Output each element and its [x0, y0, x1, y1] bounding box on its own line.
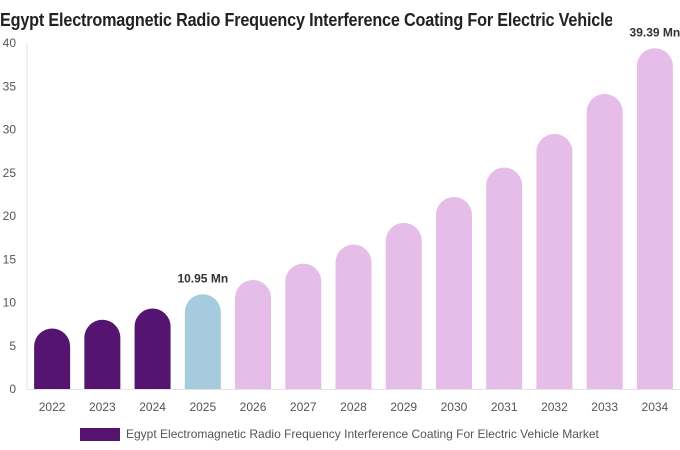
bar-2029	[385, 222, 422, 389]
data-label: 10.95 Mn	[177, 271, 228, 285]
bar-2028	[335, 244, 372, 389]
x-tick-label: 2033	[591, 400, 618, 414]
x-tick-label: 2027	[290, 400, 317, 414]
y-tick-label: 5	[9, 339, 16, 353]
y-tick-label: 20	[3, 209, 17, 223]
bar-2027	[285, 263, 322, 389]
y-tick-label: 35	[3, 79, 17, 93]
x-tick-label: 2022	[39, 400, 66, 414]
bar-2026	[235, 280, 272, 389]
y-tick-label: 30	[3, 123, 17, 137]
legend-label: Egypt Electromagnetic Radio Frequency In…	[126, 427, 599, 441]
legend: Egypt Electromagnetic Radio Frequency In…	[80, 426, 599, 442]
bar-2022	[34, 328, 71, 389]
bar-2032	[536, 133, 573, 389]
y-tick-label: 15	[3, 252, 17, 266]
bar-2024	[134, 308, 171, 389]
bar-2030	[435, 196, 472, 389]
x-tick-label: 2025	[189, 400, 216, 414]
x-tick-label: 2024	[139, 400, 166, 414]
x-tick-label: 2029	[390, 400, 417, 414]
data-label: 39.39 Mn	[630, 25, 680, 39]
x-tick-label: 2026	[240, 400, 267, 414]
x-tick-label: 2023	[89, 400, 116, 414]
bar-2034	[636, 48, 673, 390]
chart-title: Egypt Electromagnetic Radio Frequency In…	[0, 10, 612, 30]
bar-2025	[184, 294, 221, 389]
x-tick-label: 2028	[340, 400, 367, 414]
x-tick-label: 2030	[441, 400, 468, 414]
y-tick-label: 0	[9, 382, 16, 396]
y-tick-label: 40	[3, 36, 17, 50]
x-tick-label: 2032	[541, 400, 568, 414]
x-tick-label: 2031	[491, 400, 518, 414]
bar-2031	[486, 167, 523, 389]
bar-2023	[84, 319, 121, 389]
bar-2033	[586, 94, 623, 389]
y-tick-label: 25	[3, 166, 17, 180]
legend-swatch	[80, 427, 120, 441]
x-tick-label: 2034	[642, 400, 669, 414]
y-tick-label: 10	[3, 296, 17, 310]
